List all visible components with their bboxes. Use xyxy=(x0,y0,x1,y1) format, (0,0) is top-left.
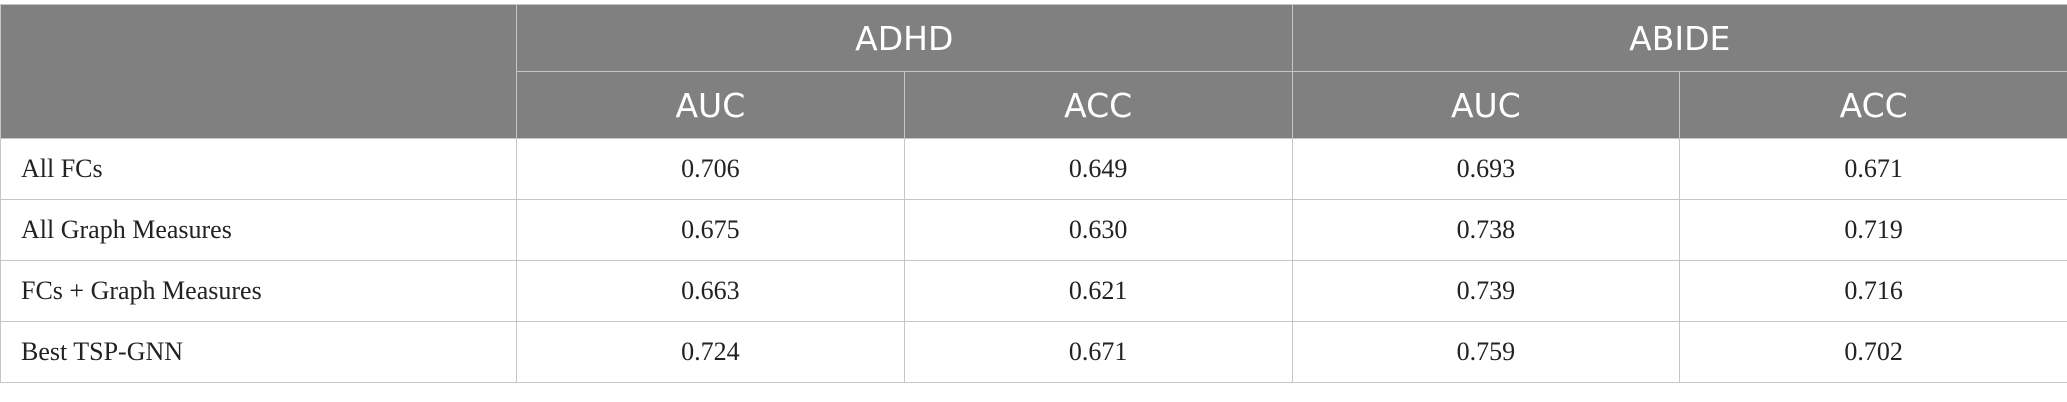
table-row: Best TSP-GNN 0.724 0.671 0.759 0.702 xyxy=(0,321,2067,383)
value-cell: 0.693 xyxy=(1291,138,1681,200)
table-row: All Graph Measures 0.675 0.630 0.738 0.7… xyxy=(0,199,2067,261)
value-cell: 0.621 xyxy=(903,260,1293,322)
group-header-adhd: ADHD xyxy=(516,4,1293,72)
table-body: All FCs 0.706 0.649 0.693 0.671 All Grap… xyxy=(0,138,2067,383)
value-cell: 0.759 xyxy=(1291,321,1681,383)
table-header: ADHD ABIDE AUC ACC AUC ACC xyxy=(0,4,2067,139)
row-label: Best TSP-GNN xyxy=(0,321,517,383)
value-cell: 0.738 xyxy=(1291,199,1681,261)
value-cell: 0.671 xyxy=(1679,138,2067,200)
group-header-abide: ABIDE xyxy=(1291,4,2067,72)
value-cell: 0.702 xyxy=(1679,321,2067,383)
table-row: FCs + Graph Measures 0.663 0.621 0.739 0… xyxy=(0,260,2067,322)
header-group-row: ADHD ABIDE xyxy=(0,4,2067,139)
row-label: All FCs xyxy=(0,138,517,200)
metric-header-abide-acc: ACC xyxy=(1679,71,2067,139)
header-metric-row: AUC ACC AUC ACC xyxy=(1,71,2067,139)
metric-header-adhd-auc: AUC xyxy=(516,71,905,139)
value-cell: 0.649 xyxy=(903,138,1293,200)
row-label: FCs + Graph Measures xyxy=(0,260,517,322)
value-cell: 0.724 xyxy=(516,321,905,383)
metric-header-adhd-acc: ACC xyxy=(903,71,1293,139)
value-cell: 0.630 xyxy=(903,199,1293,261)
value-cell: 0.716 xyxy=(1679,260,2067,322)
value-cell: 0.675 xyxy=(516,199,905,261)
value-cell: 0.671 xyxy=(903,321,1293,383)
table-row: All FCs 0.706 0.649 0.693 0.671 xyxy=(0,138,2067,200)
value-cell: 0.663 xyxy=(516,260,905,322)
value-cell: 0.719 xyxy=(1679,199,2067,261)
row-label: All Graph Measures xyxy=(0,199,517,261)
corner-header-cell xyxy=(0,4,517,139)
value-cell: 0.706 xyxy=(516,138,905,200)
results-table: ADHD ABIDE AUC ACC AUC ACC All FCs 0.706… xyxy=(0,4,2067,383)
value-cell: 0.739 xyxy=(1291,260,1681,322)
metric-header-abide-auc: AUC xyxy=(1291,71,1681,139)
